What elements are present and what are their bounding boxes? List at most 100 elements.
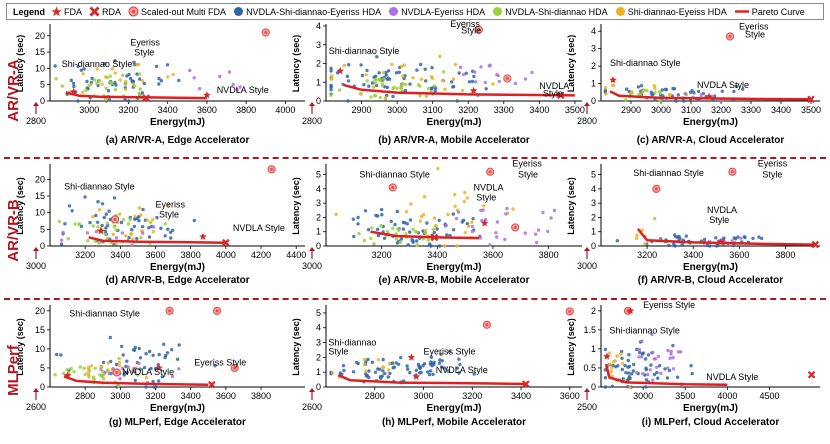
data-point-blue — [603, 385, 608, 389]
data-point-orange — [99, 364, 104, 368]
data-point-blue — [671, 343, 675, 348]
data-point-violet — [456, 210, 461, 214]
data-point-green — [114, 242, 118, 246]
data-point-blue — [127, 72, 131, 77]
legend-label-nse: NVDLA-Shi-diannao-Eyeriss HDA — [246, 6, 382, 17]
data-point-orange — [438, 54, 442, 59]
data-point-violet — [198, 87, 202, 91]
y-tick-label: 3 — [316, 338, 321, 348]
rda-marker — [208, 380, 216, 389]
data-point-violet — [683, 91, 687, 96]
data-point-blue — [395, 209, 399, 214]
data-point-orange — [629, 91, 633, 95]
data-point-blue — [374, 74, 378, 79]
x-tick-label: 3600 — [560, 391, 580, 401]
data-point-blue — [457, 371, 461, 375]
x-tick-label: 4000 — [216, 250, 236, 260]
data-point-blue — [376, 214, 380, 218]
data-point-blue — [366, 357, 370, 362]
data-point-green — [69, 366, 74, 371]
data-point-blue — [449, 80, 454, 84]
data-point-blue — [397, 70, 401, 75]
data-point-violet — [646, 372, 650, 377]
data-point-green — [163, 222, 168, 226]
data-point-violet — [120, 366, 125, 370]
x-tick-label: 3200 — [146, 391, 166, 401]
y-tick-label: 0 — [40, 241, 45, 251]
y-tick-label: 4 — [316, 184, 321, 194]
data-point-violet — [118, 377, 122, 381]
data-point-blue — [676, 93, 680, 97]
data-point-violet — [470, 229, 475, 234]
x-tick-label: 3600 — [146, 250, 166, 260]
multi-fda-marker-core — [505, 77, 509, 80]
pareto-curve — [343, 83, 575, 97]
data-point-blue — [419, 62, 423, 67]
data-point-blue — [123, 371, 127, 375]
data-point-blue — [347, 62, 351, 67]
data-point-violet — [534, 240, 539, 245]
data-point-blue — [667, 243, 671, 248]
data-point-violet — [648, 368, 652, 372]
data-point-green — [373, 94, 377, 98]
data-point-blue — [405, 222, 409, 226]
data-point-blue — [107, 209, 111, 213]
data-point-blue — [408, 371, 412, 375]
panel-title: (b) AR/VR-A, Mobile Accelerator — [378, 135, 530, 146]
data-point-blue — [447, 349, 452, 354]
data-point-orange — [151, 229, 155, 234]
data-point-green — [77, 222, 82, 226]
data-point-orange — [381, 70, 386, 75]
data-point-blue — [630, 372, 634, 376]
legend-label-ne: NVDLA-Eyeriss HDA — [401, 6, 486, 17]
green-dot-icon — [493, 7, 503, 16]
annotation-label: Shi-diannao Style — [633, 168, 704, 178]
x-axis-label: Energy(mJ) — [426, 403, 481, 414]
panel-title: (i) MLPerf, Cloud Accelerator — [642, 417, 780, 428]
data-point-violet — [235, 88, 239, 92]
data-point-blue — [440, 365, 444, 369]
data-point-green — [110, 81, 114, 86]
legend-title: Legend — [13, 6, 46, 17]
y-axis-label: Latency (sec) — [291, 35, 301, 93]
data-point-green — [369, 95, 373, 99]
data-point-blue — [144, 385, 148, 389]
data-point-violet — [637, 347, 642, 352]
data-point-green — [108, 74, 112, 78]
origin-label: 2800 — [577, 116, 597, 126]
data-point-blue — [675, 375, 680, 379]
data-point-green — [126, 222, 131, 226]
y-axis-label: Latency (sec) — [291, 318, 301, 376]
data-point-blue — [644, 385, 648, 389]
y-tick-label: 2 — [316, 352, 321, 362]
data-point-violet — [504, 212, 508, 216]
y-tick-label: 5 — [40, 363, 45, 373]
data-point-blue — [104, 212, 109, 216]
data-point-blue — [438, 244, 442, 248]
data-point-violet — [483, 80, 487, 85]
data-point-blue — [603, 347, 608, 352]
data-point-violet — [470, 224, 474, 229]
data-point-blue — [338, 371, 342, 375]
multi-fda-marker-core — [168, 309, 171, 313]
data-point-green — [137, 91, 141, 95]
data-point-violet — [530, 70, 534, 75]
y-tick-label: 0 — [591, 241, 596, 251]
data-point-blue — [391, 94, 395, 99]
y-tick-label: 3 — [591, 198, 596, 208]
data-point-blue — [395, 241, 400, 245]
data-point-orange — [376, 358, 380, 362]
data-point-orange — [371, 85, 376, 89]
data-point-orange — [466, 224, 471, 228]
legend-item-rda: RDA — [89, 6, 121, 17]
y-axis-label: Latency (sec) — [291, 177, 301, 235]
legend-item-fda: FDA — [51, 6, 82, 17]
data-point-blue — [155, 215, 159, 220]
red-target-icon — [128, 6, 139, 17]
x-tick-label: 3300 — [494, 105, 514, 115]
y-tick-label: 1 — [591, 79, 596, 89]
data-point-green — [57, 219, 61, 224]
data-point-green — [394, 237, 398, 241]
data-point-green — [84, 88, 88, 92]
